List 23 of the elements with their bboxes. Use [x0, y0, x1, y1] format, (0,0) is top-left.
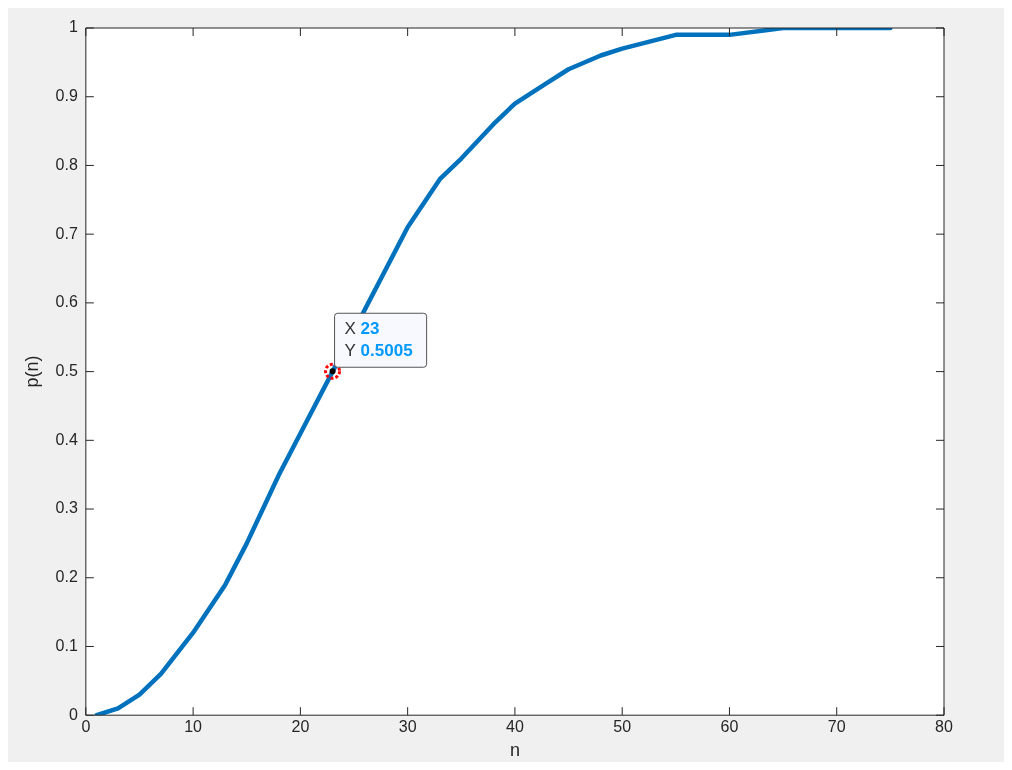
x-tick-label: 10: [184, 718, 203, 736]
y-tick-label: 0.9: [55, 87, 78, 105]
y-tick-label: 0.2: [55, 568, 78, 586]
y-axis-title: p(n): [21, 355, 42, 388]
annotation: X 23 Y 0.5005: [344, 318, 413, 360]
y-tick-label: 1: [68, 18, 78, 36]
x-tick-label: 30: [398, 718, 417, 736]
x-tick-label: 40: [506, 718, 524, 736]
y-tick-label: 0.3: [55, 499, 78, 517]
x-axis-title: n: [509, 740, 520, 761]
x-tick-label: 50: [613, 718, 632, 736]
x-tick-label: 80: [935, 718, 953, 736]
y-tick-label: 0: [68, 705, 78, 723]
y-tick-label: 0.1: [55, 636, 78, 654]
x-tick-label: 20: [291, 718, 310, 736]
x-tick-label: 0: [81, 718, 91, 736]
y-tick-label: 0.8: [55, 155, 78, 173]
y-tick-label: 0.7: [55, 224, 78, 242]
y-tick-label: 0.4: [55, 430, 78, 448]
x-tick-label: 60: [720, 718, 739, 736]
y-tick-label: 0.5: [55, 362, 78, 380]
y-tick-label: 0.6: [55, 293, 78, 311]
x-tick-label: 70: [827, 718, 846, 736]
